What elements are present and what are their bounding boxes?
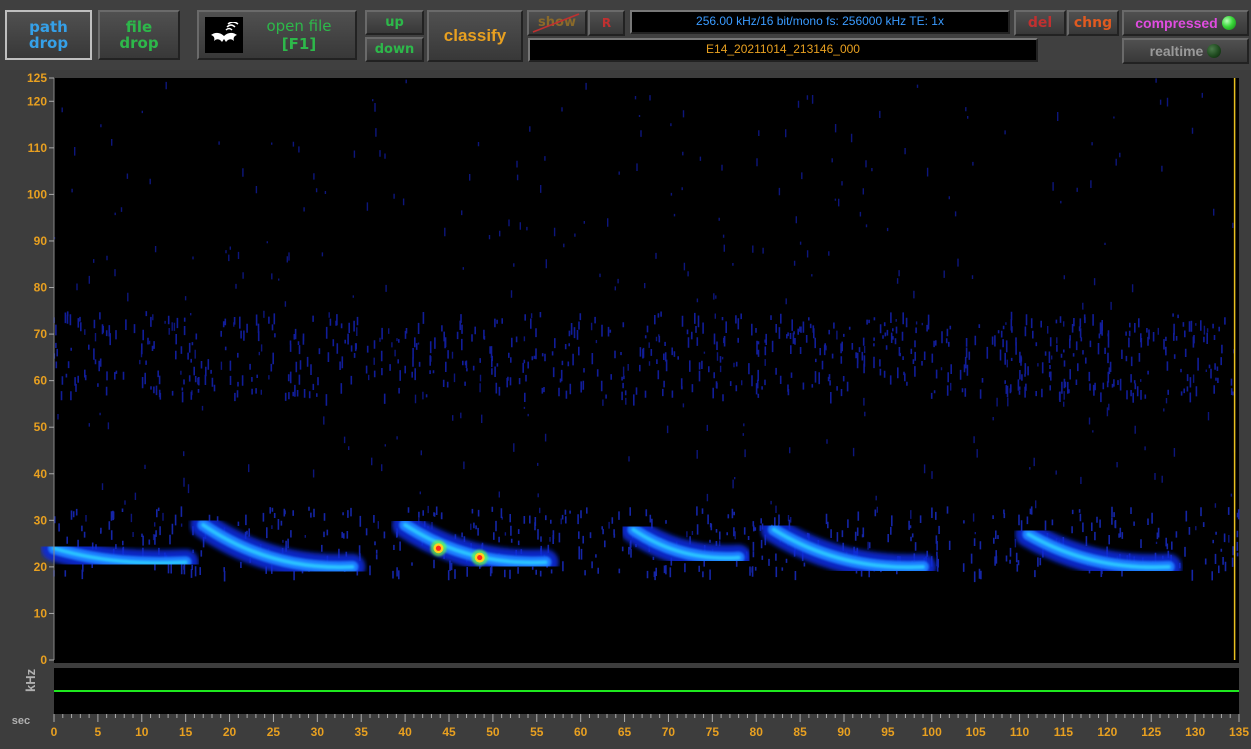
- call-peak: [1026, 532, 1171, 570]
- x-tick-label: 130: [1185, 725, 1205, 739]
- x-tick-label: 110: [1010, 725, 1030, 739]
- path-drop-button[interactable]: path drop: [5, 10, 92, 60]
- classify-button[interactable]: classify: [427, 10, 523, 62]
- x-tick-label: 0: [51, 725, 58, 739]
- y-tick-label: 60: [34, 374, 48, 388]
- y-tick-label: 50: [34, 420, 48, 434]
- show-button[interactable]: show: [527, 10, 587, 36]
- x-tick-label: 105: [966, 725, 986, 739]
- x-tick-label: 120: [1097, 725, 1117, 739]
- filename-text: E14_20211014_213146_000: [706, 42, 860, 56]
- show-disabled-strike: [532, 13, 580, 33]
- call-peak: [201, 522, 355, 570]
- hotspot-core: [477, 554, 483, 561]
- x-tick-label: 45: [442, 725, 456, 739]
- hotspot-core: [435, 545, 442, 551]
- spectrogram-plot-area: [54, 78, 1239, 663]
- down-button[interactable]: down: [365, 37, 424, 62]
- x-tick-label: 85: [793, 725, 807, 739]
- change-label: chng: [1073, 15, 1113, 31]
- delete-button[interactable]: del: [1014, 10, 1066, 36]
- x-tick-label: 30: [311, 725, 325, 739]
- classify-label: classify: [443, 26, 507, 45]
- y-tick-label: 125: [27, 72, 47, 85]
- realtime-label: realtime: [1149, 43, 1204, 59]
- x-tick-label: 10: [135, 725, 149, 739]
- realtime-toggle[interactable]: realtime: [1122, 38, 1249, 64]
- y-tick-label: 70: [34, 327, 48, 341]
- y-unit-label: kHz: [23, 668, 38, 692]
- open-file-label: open file: [266, 17, 332, 35]
- hotspots-layer: [430, 540, 488, 566]
- y-tick-label: 110: [28, 141, 48, 155]
- y-tick-label: 100: [27, 187, 47, 201]
- file-drop-line2: drop: [119, 34, 159, 52]
- x-unit-label: msec: [12, 715, 30, 727]
- x-tick-label: 50: [486, 725, 500, 739]
- open-file-button[interactable]: open file [F1]: [197, 10, 357, 60]
- y-tick-label: 90: [34, 234, 48, 248]
- x-tick-label: 135: [1229, 725, 1249, 739]
- x-axis: 0 5 10 15 20 25 30 35 40 45 50 55 60 65 70 75 80 85 90 95 10…: [51, 714, 1249, 739]
- x-tick-label: 55: [530, 725, 544, 739]
- y-tick-label: 40: [34, 467, 48, 481]
- compressed-led-icon: [1221, 16, 1236, 30]
- x-tick-label: 40: [398, 725, 412, 739]
- call-peak: [52, 546, 188, 565]
- x-tick-label: 70: [662, 725, 676, 739]
- r-label: R: [601, 16, 612, 30]
- down-label: down: [374, 41, 415, 57]
- y-tick-label: 0: [40, 653, 47, 667]
- r-button[interactable]: R: [588, 10, 625, 36]
- y-tick-label: 20: [34, 560, 48, 574]
- path-drop-line1: path: [29, 18, 68, 36]
- format-info-text: 256.00 kHz/16 bit/mono fs: 256000 kHz TE…: [696, 14, 944, 28]
- toolbar: path drop file drop open file [F1] up do…: [0, 0, 1251, 70]
- file-drop-button[interactable]: file drop: [98, 10, 180, 60]
- file-drop-line1: file: [125, 18, 153, 36]
- up-label: up: [385, 14, 404, 30]
- y-tick-label: 30: [34, 513, 48, 527]
- x-tick-label: 95: [881, 725, 895, 739]
- calls-layer: [41, 511, 1182, 581]
- x-tick-label: 5: [95, 725, 102, 739]
- x-tick-label: 20: [223, 725, 237, 739]
- x-tick-label: 60: [574, 725, 588, 739]
- delete-label: del: [1027, 15, 1053, 31]
- y-tick-label: 120: [27, 94, 47, 108]
- y-tick-label: 80: [34, 281, 48, 295]
- x-tick-label: 75: [706, 725, 720, 739]
- x-tick-label: 25: [267, 725, 281, 739]
- noise-high-specks: [53, 78, 1236, 550]
- x-tick-label: 65: [618, 725, 632, 739]
- y-axis: 0 10 20 30 40 50 60 70 80 90 100 110 120 125: [27, 71, 55, 667]
- x-tick-label: 115: [1054, 725, 1074, 739]
- x-tick-label: 80: [750, 725, 764, 739]
- x-tick-label: 125: [1141, 725, 1161, 739]
- open-file-shortcut: [F1]: [281, 35, 317, 53]
- change-button[interactable]: chng: [1067, 10, 1119, 36]
- bat-icon: [205, 17, 243, 53]
- x-tick-label: 90: [837, 725, 851, 739]
- x-tick-label: 15: [179, 725, 193, 739]
- x-tick-label: 35: [355, 725, 369, 739]
- path-drop-line2: drop: [28, 34, 69, 52]
- up-button[interactable]: up: [365, 10, 424, 35]
- call-peak: [771, 527, 925, 570]
- realtime-led-icon: [1207, 44, 1222, 58]
- compressed-label: compressed: [1135, 15, 1218, 31]
- compressed-toggle[interactable]: compressed: [1122, 10, 1249, 36]
- format-info-display: 256.00 kHz/16 bit/mono fs: 256000 kHz TE…: [630, 10, 1010, 34]
- call-peak: [403, 522, 548, 565]
- y-tick-label: 10: [34, 606, 48, 620]
- filename-display: E14_20211014_213146_000: [528, 38, 1038, 62]
- call-peak: [631, 527, 741, 560]
- x-tick-label: 100: [922, 725, 942, 739]
